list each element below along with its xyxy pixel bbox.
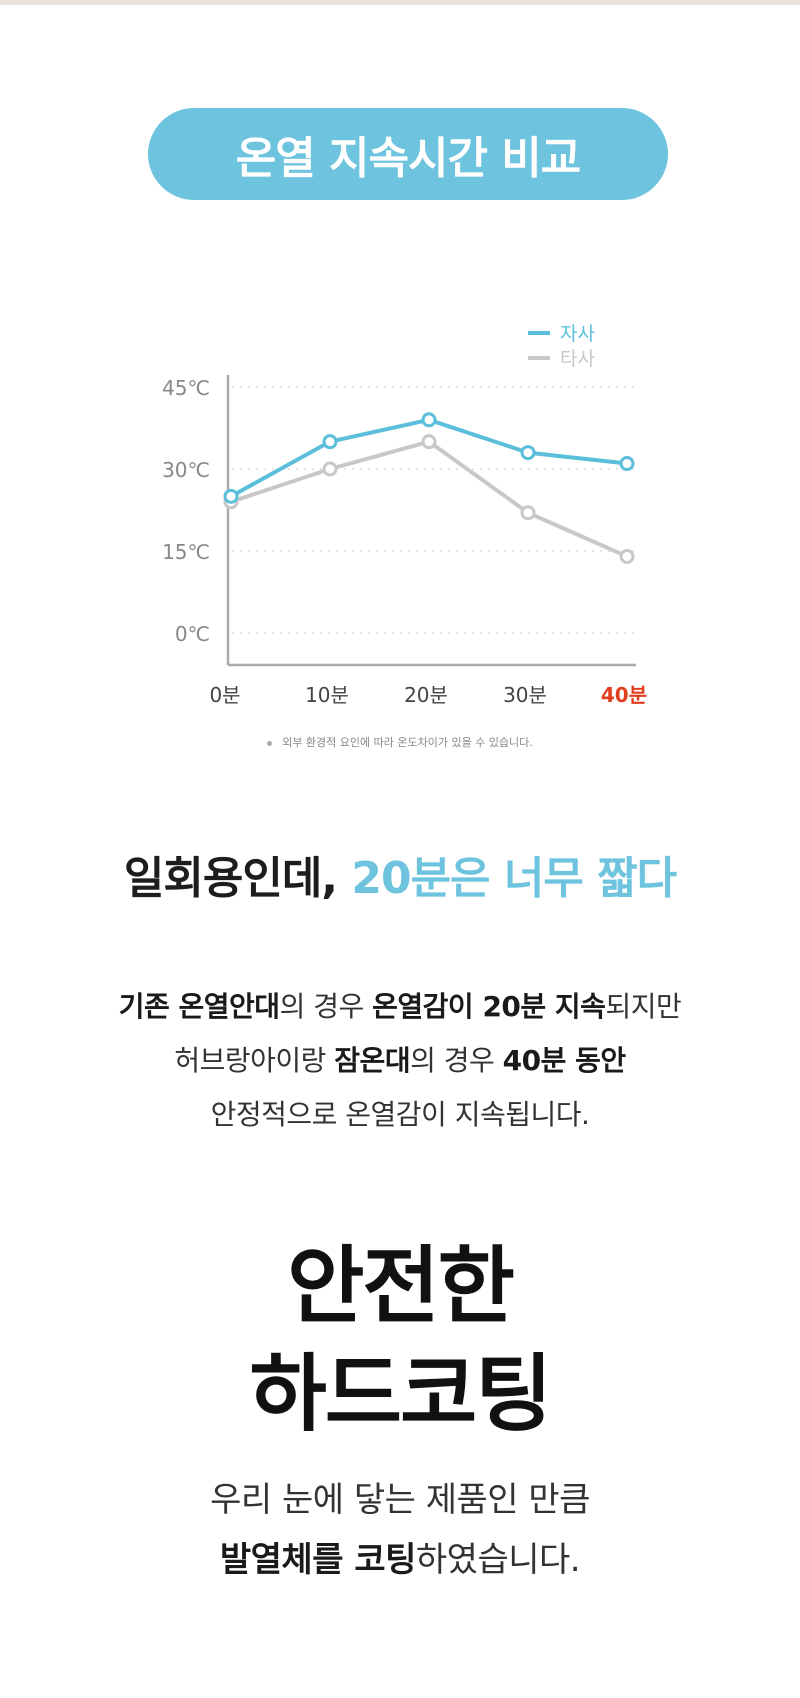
description-text: 되지만 xyxy=(605,990,682,1023)
data-point xyxy=(421,412,437,428)
section2-title-line1: 안전한 xyxy=(287,1237,515,1335)
description-text: 허브랑아이랑 xyxy=(174,1044,335,1077)
description-bold: 온열감이 20분 지속 xyxy=(372,990,606,1023)
section2-description: 우리 눈에 닿는 제품인 만큼 발열체를 코팅하였습니다. xyxy=(0,1470,800,1590)
bullet-dot xyxy=(267,740,273,746)
headline-accent: 20분은 너무 짧다 xyxy=(351,853,677,904)
x-tick-label: 40분 xyxy=(601,683,647,707)
section-title: 온열 지속시간 비교 xyxy=(235,133,581,184)
data-point xyxy=(619,548,635,564)
section2-title-line2: 하드코팅 xyxy=(249,1345,552,1443)
description-bold: 40분 동안 xyxy=(502,1044,627,1077)
x-tick-label: 20분 xyxy=(404,683,448,707)
data-point xyxy=(223,488,239,504)
section-title-badge: 온열 지속시간 비교 xyxy=(148,108,668,200)
description-bold: 잠온대 xyxy=(334,1044,411,1077)
description-bold: 기존 온열안대 xyxy=(118,990,280,1023)
section2-title: 안전한 하드코팅 xyxy=(0,1232,800,1448)
description-line-1: 기존 온열안대의 경우 온열감이 20분 지속되지만 xyxy=(0,980,800,1034)
description-line-3: 안정적으로 온열감이 지속됩니다. xyxy=(210,1098,590,1131)
section2-desc-line2: 발열체를 코팅하였습니다. xyxy=(0,1530,800,1590)
headline-part1: 일회용인데, xyxy=(123,853,352,904)
data-point xyxy=(322,461,338,477)
legend-label: 자사 xyxy=(560,323,595,345)
headline: 일회용인데, 20분은 너무 짧다 xyxy=(0,842,800,906)
top-border xyxy=(0,0,800,5)
section2-desc-line1: 우리 눈에 닿는 제품인 만큼 xyxy=(210,1480,590,1520)
legend-label: 타사 xyxy=(560,348,595,370)
data-point xyxy=(619,456,635,472)
y-tick-label: 0℃ xyxy=(175,622,210,646)
section2-desc-bold: 발열체를 코팅 xyxy=(219,1540,417,1580)
description-text: 의 경우 xyxy=(279,990,373,1023)
description-line-2: 허브랑아이랑 잠온대의 경우 40분 동안 xyxy=(0,1034,800,1088)
y-tick-label: 15℃ xyxy=(162,540,210,564)
description: 기존 온열안대의 경우 온열감이 20분 지속되지만 허브랑아이랑 잠온대의 경… xyxy=(0,980,800,1142)
chart-note: 외부 환경적 요인에 따라 온도차이가 있을 수 있습니다. xyxy=(0,734,800,750)
y-tick-label: 30℃ xyxy=(162,458,210,482)
data-point xyxy=(421,434,437,450)
y-tick-label: 45℃ xyxy=(162,376,210,400)
x-tick-label: 0분 xyxy=(209,683,240,707)
section2-desc-text: 하였습니다. xyxy=(415,1540,581,1580)
x-tick-label: 10분 xyxy=(305,683,349,707)
x-tick-label: 30분 xyxy=(503,683,547,707)
data-point xyxy=(520,445,536,461)
chart-note-text: 외부 환경적 요인에 따라 온도차이가 있을 수 있습니다. xyxy=(282,736,533,749)
data-point xyxy=(520,505,536,521)
series-line xyxy=(230,417,628,499)
description-text: 의 경우 xyxy=(410,1044,503,1077)
data-point xyxy=(322,434,338,450)
